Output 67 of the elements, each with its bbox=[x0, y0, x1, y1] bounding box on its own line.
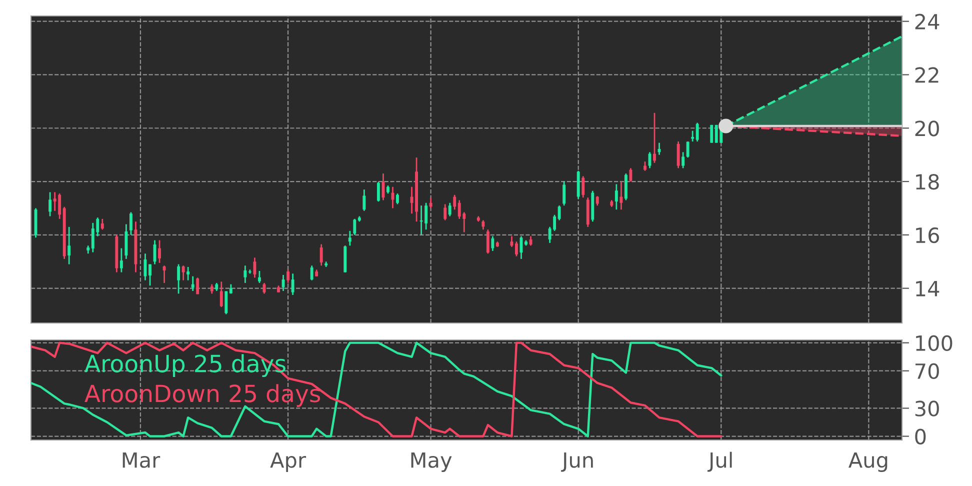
candlestick bbox=[448, 202, 452, 217]
candlestick bbox=[429, 196, 432, 209]
candlestick bbox=[682, 151, 685, 169]
y-tick-label: 20 bbox=[915, 120, 939, 136]
candlestick bbox=[410, 186, 414, 214]
x-tick-label: May bbox=[411, 452, 452, 472]
x-tick-label: Aug bbox=[848, 452, 888, 472]
candlestick bbox=[510, 236, 514, 248]
candlestick bbox=[262, 282, 266, 294]
candlestick bbox=[224, 290, 228, 315]
candlestick bbox=[453, 194, 456, 210]
candlestick bbox=[596, 196, 599, 206]
candlestick bbox=[629, 167, 632, 182]
candlestick bbox=[244, 264, 247, 284]
candlestick bbox=[177, 264, 180, 294]
candlestick bbox=[196, 276, 200, 295]
candlestick bbox=[376, 181, 380, 202]
candlestick bbox=[444, 204, 447, 221]
y-tick-label: 18 bbox=[916, 174, 939, 190]
candlestick bbox=[148, 264, 152, 286]
candlestick bbox=[286, 268, 290, 284]
candlestick bbox=[353, 218, 356, 236]
candlestick bbox=[362, 188, 366, 212]
candlestick bbox=[186, 266, 190, 281]
candlestick bbox=[515, 240, 518, 257]
candlestick bbox=[624, 172, 628, 201]
y-tick-label: 30 bbox=[915, 400, 939, 416]
candlestick bbox=[382, 172, 385, 201]
candlestick bbox=[291, 272, 294, 296]
candlestick bbox=[710, 124, 714, 144]
y-tick-label: 16 bbox=[916, 227, 940, 244]
candlestick bbox=[482, 220, 485, 230]
candlestick bbox=[191, 276, 194, 292]
candlestick bbox=[320, 244, 323, 266]
candlestick bbox=[614, 183, 618, 210]
x-tick-label: Jun bbox=[560, 452, 593, 472]
candlestick bbox=[210, 284, 214, 294]
candlestick bbox=[582, 175, 585, 198]
y-tick-label: 22 bbox=[915, 67, 938, 83]
series-label: AroonDown 25 days bbox=[84, 384, 320, 407]
candlestick bbox=[220, 280, 223, 308]
candlestick bbox=[486, 228, 490, 254]
candlestick bbox=[686, 140, 690, 158]
candlestick bbox=[653, 112, 656, 164]
candlestick bbox=[396, 192, 399, 205]
candlestick bbox=[696, 122, 699, 142]
x-tick-label: Mar bbox=[122, 452, 160, 468]
candlestick bbox=[182, 264, 185, 281]
candlestick bbox=[558, 204, 561, 221]
x-tick-label: Jul bbox=[707, 452, 732, 472]
candlestick bbox=[348, 230, 352, 246]
candlestick bbox=[310, 264, 314, 281]
y-tick-label: 14 bbox=[916, 281, 940, 296]
x-tick-label: Apr bbox=[270, 452, 306, 472]
candlestick bbox=[158, 240, 161, 264]
y-tick-label: 24 bbox=[915, 14, 940, 30]
y-tick-label: 0 bbox=[915, 428, 926, 444]
y-tick-label: 70 bbox=[916, 363, 939, 380]
candlestick bbox=[491, 236, 494, 252]
candlestick bbox=[258, 270, 261, 284]
candlestick bbox=[562, 180, 566, 206]
candlestick bbox=[253, 256, 256, 278]
candlestick bbox=[691, 130, 694, 142]
y-tick-label: 100 bbox=[916, 335, 952, 352]
candlestick bbox=[644, 160, 646, 172]
candlestick bbox=[620, 180, 623, 210]
candlestick bbox=[676, 140, 680, 169]
